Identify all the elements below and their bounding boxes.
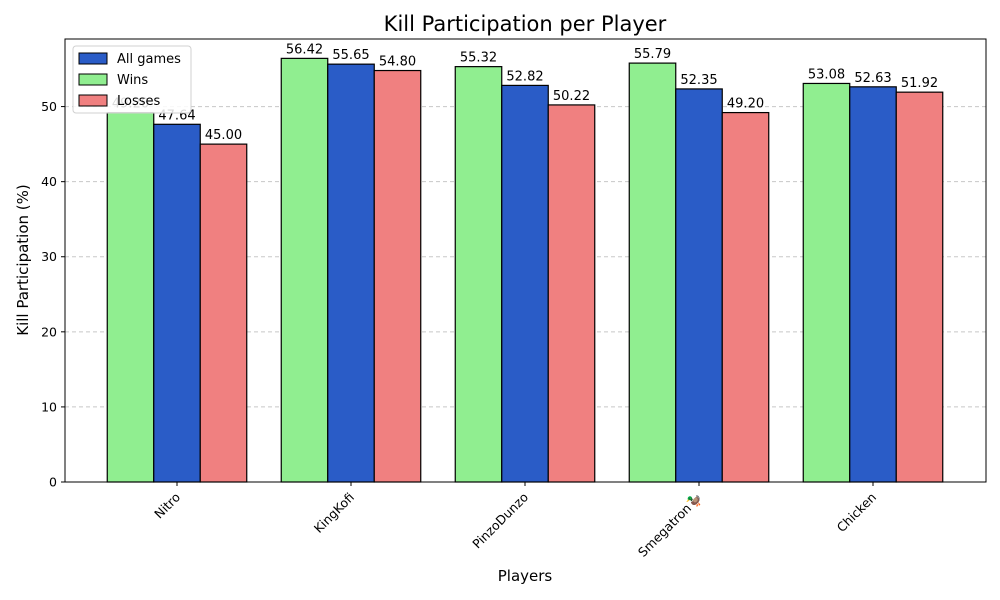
- y-tick-label: 30: [41, 249, 57, 264]
- bars-group: [106, 57, 944, 483]
- legend-label: All games: [117, 52, 181, 67]
- y-tick-label: 50: [41, 99, 57, 114]
- legend-swatch: [78, 73, 108, 86]
- data-labels-group: 49.2047.6445.0056.4255.6554.8055.3252.82…: [112, 42, 938, 143]
- y-tick-label: 0: [49, 475, 57, 490]
- bar-all-games: [153, 123, 201, 483]
- bar-wins: [802, 82, 851, 483]
- x-axis-ticks: Nitro KingKofi PinzoDunzo Smegatron🦆 Chicken: [151, 482, 879, 560]
- data-label: 52.82: [506, 69, 543, 84]
- bar-losses: [721, 111, 770, 483]
- x-tick-label: Nitro: [151, 490, 183, 522]
- legend-swatch: [78, 94, 108, 107]
- x-tick-label: Smegatron🦆: [635, 490, 706, 561]
- data-label: 54.80: [379, 55, 416, 70]
- data-label: 49.20: [727, 97, 764, 112]
- bar-all-games: [849, 86, 897, 483]
- bar-all-games: [327, 63, 375, 483]
- chart-title: Kill Participation per Player: [384, 12, 667, 36]
- x-tick-label: PinzoDunzo: [469, 490, 531, 552]
- y-tick-label: 40: [41, 174, 57, 189]
- bar-wins: [454, 66, 503, 483]
- bar-losses: [373, 69, 422, 483]
- x-tick-label: Chicken: [834, 490, 880, 536]
- data-label: 55.65: [332, 48, 369, 63]
- data-label: 55.79: [634, 47, 671, 62]
- y-axis-ticks: 0 10 20 30 40 50: [41, 99, 65, 490]
- x-axis-title: Players: [498, 567, 553, 585]
- legend-label: Losses: [117, 94, 161, 109]
- legend-swatch: [78, 52, 108, 65]
- y-tick-label: 20: [41, 324, 57, 339]
- data-label: 45.00: [205, 128, 242, 143]
- legend-label: Wins: [117, 73, 148, 88]
- y-axis-title: Kill Participation (%): [14, 184, 32, 335]
- bar-losses: [199, 143, 248, 483]
- bar-losses: [547, 104, 596, 483]
- x-tick-label: KingKofi: [311, 490, 357, 536]
- bar-all-games: [501, 84, 549, 483]
- bar-all-games: [675, 88, 723, 483]
- bar-wins: [628, 62, 677, 483]
- data-label: 52.35: [680, 73, 717, 88]
- data-label: 56.42: [286, 42, 323, 57]
- data-label: 53.08: [808, 67, 845, 82]
- data-label: 50.22: [553, 89, 590, 104]
- data-label: 51.92: [901, 76, 938, 91]
- data-label: 55.32: [460, 51, 497, 66]
- legend: All games Wins Losses: [72, 45, 192, 114]
- data-label: 52.63: [854, 71, 891, 86]
- bar-losses: [895, 91, 944, 483]
- y-tick-label: 10: [41, 399, 57, 414]
- bar-wins: [280, 57, 329, 483]
- bar-wins: [106, 111, 155, 483]
